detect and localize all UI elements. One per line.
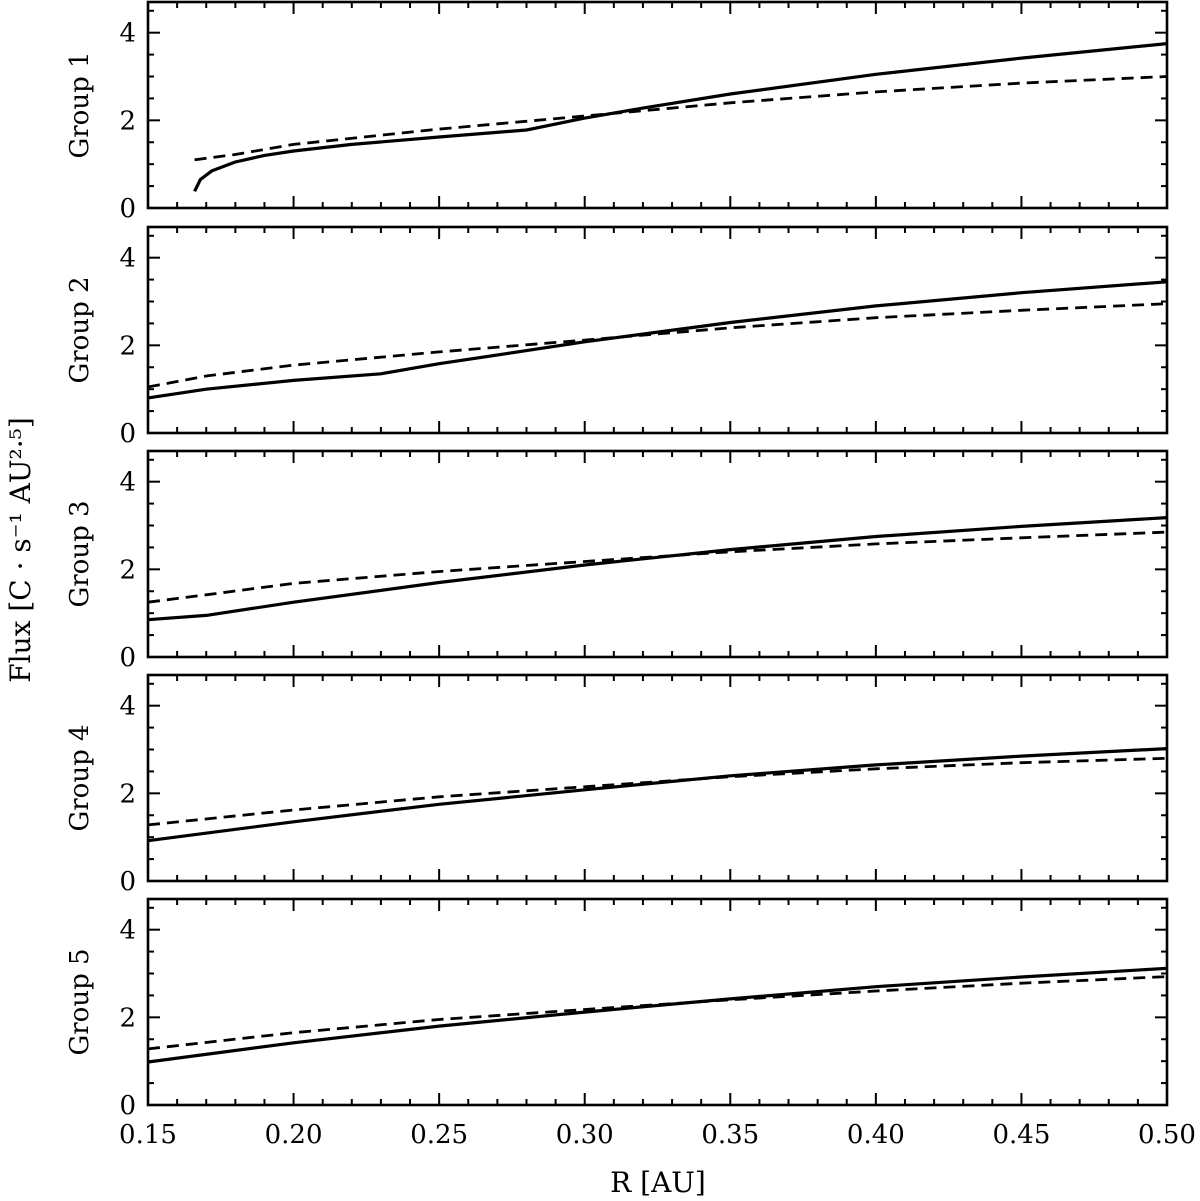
panel-frame [146,449,1169,659]
x-tick-label: 0.50 [1138,1120,1196,1150]
series-line-dashed [194,75,1168,162]
x-tick-label: 0.40 [847,1120,905,1150]
y-tick-label: 0 [119,867,136,897]
y-tick-label: 4 [119,916,136,946]
series-line-solid [147,966,1168,1064]
y-tick-label: 0 [119,643,136,673]
series-line-dashed [147,975,1168,1051]
panel-label: Group 3 [65,500,95,607]
series-line-dashed [147,302,1168,389]
series-line-solid [147,516,1168,622]
x-tick-label: 0.25 [410,1120,468,1150]
x-tick-label: 0.35 [701,1120,759,1150]
panel-group-5: 0 2 4 Group 5 [65,897,1169,1121]
series-line-dashed [147,756,1168,827]
y-tick-label: 2 [119,555,136,585]
y-tick-label: 0 [119,194,136,224]
panel-group-1: 0 2 4 Group 1 [65,0,1169,224]
y-tick-label: 4 [119,19,136,49]
panel-label: Group 2 [65,276,95,383]
y-axis-label: Flux [C · s⁻¹ AU²·⁵] [4,417,37,683]
panel-frame [146,673,1169,883]
x-tick-label: 0.45 [992,1120,1050,1150]
series-line-solid [147,747,1168,843]
y-tick-label: 2 [119,331,136,361]
panel-group-4: 0 2 4 Group 4 [65,673,1169,897]
panel-group-3: 0 2 4 Group 3 [65,449,1169,673]
panel-label: Group 5 [65,948,95,1055]
panel-frame [146,0,1169,210]
x-tick-label: 0.20 [265,1120,323,1150]
panel-label: Group 4 [65,724,95,831]
x-tick-labels: 0.15 0.20 0.25 0.30 0.35 0.40 0.45 0.50 [119,1120,1196,1150]
y-tick-label: 2 [119,779,136,809]
y-tick-label: 4 [119,468,136,498]
x-tick-label: 0.15 [119,1120,177,1150]
panels: 0 2 4 Group 1 0 2 4 Group 2 0 2 4 Group 3 0 2 4 Group 4… [65,0,1169,1121]
series-line-dashed [147,530,1168,604]
panel-label: Group 1 [65,51,95,158]
series-line-solid [147,280,1168,400]
y-tick-label: 0 [119,419,136,449]
x-axis-label: R [AU] [610,1166,706,1199]
panel-frame [146,225,1169,435]
y-tick-label: 0 [119,1091,136,1121]
series-line-solid [193,42,1168,193]
y-tick-label: 2 [119,1003,136,1033]
panel-frame [146,897,1169,1107]
y-tick-label: 4 [119,692,136,722]
panel-group-2: 0 2 4 Group 2 [65,225,1169,449]
x-tick-label: 0.30 [556,1120,614,1150]
y-tick-label: 4 [119,244,136,274]
y-tick-label: 2 [119,106,136,136]
